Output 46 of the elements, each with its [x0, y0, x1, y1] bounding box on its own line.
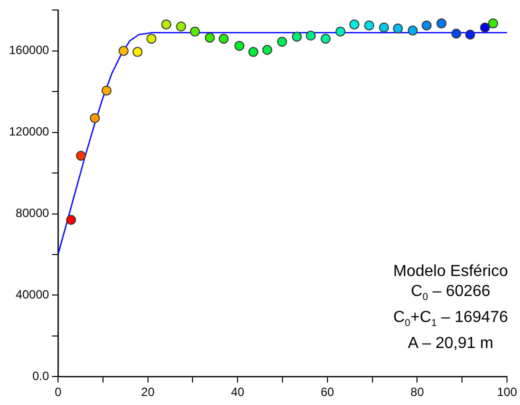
x-tick-label: 40	[230, 385, 245, 400]
x-tick-label: 100	[496, 385, 518, 400]
point	[277, 36, 288, 47]
y-tick-label: 0.0	[32, 368, 50, 383]
point	[190, 26, 200, 37]
point	[102, 86, 112, 96]
annotation: C$_{0}$+C$_{1}$ – 169476	[393, 308, 508, 332]
point	[292, 32, 302, 42]
point	[451, 28, 462, 39]
point	[408, 26, 418, 36]
point	[364, 20, 374, 30]
point	[320, 34, 331, 44]
x-tick-label: 80	[410, 385, 424, 400]
point	[306, 30, 316, 41]
point	[465, 30, 476, 40]
point	[488, 18, 498, 28]
x-tick-label: 0	[54, 385, 62, 400]
point	[146, 34, 156, 44]
point	[234, 40, 244, 51]
annotation: A – 20,91 m	[406, 334, 494, 354]
point	[335, 26, 346, 37]
y-tick-label: 160000	[8, 43, 50, 58]
point	[76, 150, 86, 161]
x-tick-label: 20	[141, 385, 155, 400]
annotation: Modelo Esférico	[393, 262, 508, 282]
point	[218, 34, 229, 44]
point	[176, 21, 186, 32]
y-tick-label: 80000	[16, 206, 50, 220]
point	[392, 24, 403, 34]
point	[436, 18, 446, 28]
point	[378, 22, 389, 32]
point	[262, 44, 272, 55]
y-tick-label: 40000	[16, 287, 50, 302]
point	[204, 32, 215, 43]
point	[118, 46, 129, 56]
point	[480, 22, 490, 32]
y-tick-label: 120000	[8, 124, 50, 139]
point	[161, 19, 172, 30]
point	[248, 46, 258, 57]
annotation: C$_{0}$ – 60266	[410, 282, 492, 306]
point	[90, 113, 100, 124]
x-tick-label: 60	[320, 385, 334, 400]
point	[66, 214, 76, 225]
point	[422, 20, 432, 30]
point	[349, 19, 360, 30]
point	[132, 46, 143, 57]
